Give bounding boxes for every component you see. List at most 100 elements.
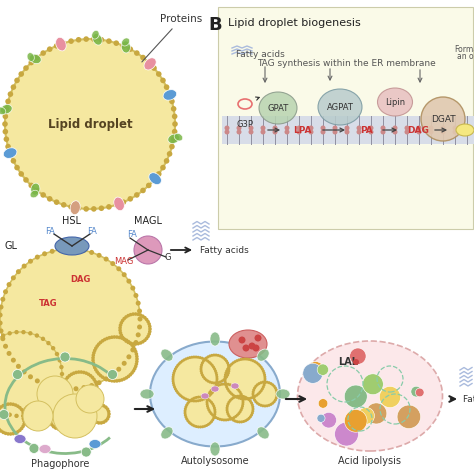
Circle shape <box>201 425 204 428</box>
Circle shape <box>185 418 188 420</box>
Circle shape <box>169 144 175 149</box>
Circle shape <box>129 313 132 317</box>
Circle shape <box>145 318 148 321</box>
Circle shape <box>113 40 119 46</box>
Circle shape <box>145 337 148 340</box>
Circle shape <box>213 367 216 370</box>
Circle shape <box>258 391 261 394</box>
Circle shape <box>39 425 43 428</box>
Circle shape <box>16 430 19 434</box>
Circle shape <box>104 419 108 423</box>
Circle shape <box>18 406 22 410</box>
Circle shape <box>47 46 53 52</box>
Circle shape <box>91 361 95 365</box>
Circle shape <box>46 341 51 345</box>
Circle shape <box>89 250 94 255</box>
Text: Fatty acids: Fatty acids <box>200 246 249 255</box>
Circle shape <box>226 406 228 410</box>
Text: TAG synthesis within the ER membrane: TAG synthesis within the ER membrane <box>256 59 436 68</box>
Circle shape <box>3 289 8 294</box>
Circle shape <box>0 249 140 389</box>
Circle shape <box>381 126 385 130</box>
Circle shape <box>11 358 16 363</box>
Circle shape <box>246 397 249 400</box>
Circle shape <box>16 404 19 408</box>
Circle shape <box>250 397 253 400</box>
Circle shape <box>253 382 277 406</box>
Circle shape <box>118 379 121 383</box>
Circle shape <box>268 381 271 384</box>
Circle shape <box>224 377 227 380</box>
Circle shape <box>87 402 91 406</box>
Circle shape <box>255 400 257 403</box>
Circle shape <box>50 384 55 389</box>
Circle shape <box>113 202 119 208</box>
Circle shape <box>92 405 96 409</box>
Circle shape <box>191 399 193 402</box>
Circle shape <box>227 383 229 386</box>
Circle shape <box>261 388 264 391</box>
Circle shape <box>186 401 190 405</box>
Circle shape <box>21 330 26 334</box>
Circle shape <box>67 412 71 416</box>
Circle shape <box>257 403 261 406</box>
Ellipse shape <box>114 197 124 210</box>
Circle shape <box>118 331 122 335</box>
Circle shape <box>263 382 266 385</box>
Circle shape <box>224 358 227 361</box>
Circle shape <box>275 388 278 392</box>
Circle shape <box>1 430 5 434</box>
Circle shape <box>225 359 265 399</box>
Circle shape <box>4 137 9 142</box>
Text: Proteins: Proteins <box>142 14 202 62</box>
Circle shape <box>194 400 198 402</box>
Circle shape <box>261 126 265 130</box>
Circle shape <box>224 377 227 381</box>
Circle shape <box>210 392 212 396</box>
Circle shape <box>193 397 196 400</box>
Text: LPA: LPA <box>293 126 311 135</box>
Circle shape <box>254 395 256 398</box>
Ellipse shape <box>163 90 177 100</box>
Circle shape <box>28 182 34 188</box>
Circle shape <box>238 420 241 423</box>
Circle shape <box>104 405 108 409</box>
Circle shape <box>28 374 33 379</box>
Circle shape <box>184 398 187 401</box>
Ellipse shape <box>92 34 102 45</box>
Circle shape <box>0 405 3 409</box>
Circle shape <box>129 342 132 345</box>
Circle shape <box>226 388 229 391</box>
Circle shape <box>264 380 266 383</box>
Circle shape <box>356 129 362 135</box>
Circle shape <box>201 398 204 401</box>
Circle shape <box>172 377 174 381</box>
Circle shape <box>139 341 142 345</box>
Circle shape <box>21 410 25 413</box>
Circle shape <box>236 396 238 399</box>
Circle shape <box>68 415 72 419</box>
Circle shape <box>215 375 219 378</box>
Circle shape <box>249 415 252 419</box>
Circle shape <box>83 36 89 42</box>
Circle shape <box>238 391 242 393</box>
Circle shape <box>231 384 234 387</box>
Text: Fatty acids: Fatty acids <box>236 50 284 59</box>
Circle shape <box>22 422 26 426</box>
Circle shape <box>124 339 128 343</box>
Circle shape <box>35 378 40 383</box>
Ellipse shape <box>91 30 99 39</box>
Circle shape <box>220 356 224 358</box>
Circle shape <box>72 371 75 375</box>
Circle shape <box>108 336 111 339</box>
Circle shape <box>232 361 235 365</box>
Text: B: B <box>208 16 222 34</box>
Circle shape <box>143 338 147 342</box>
Circle shape <box>273 385 276 388</box>
Circle shape <box>61 40 66 46</box>
Circle shape <box>0 429 3 433</box>
Circle shape <box>169 99 175 104</box>
Circle shape <box>1 404 5 408</box>
Ellipse shape <box>168 134 180 144</box>
Circle shape <box>23 177 29 182</box>
